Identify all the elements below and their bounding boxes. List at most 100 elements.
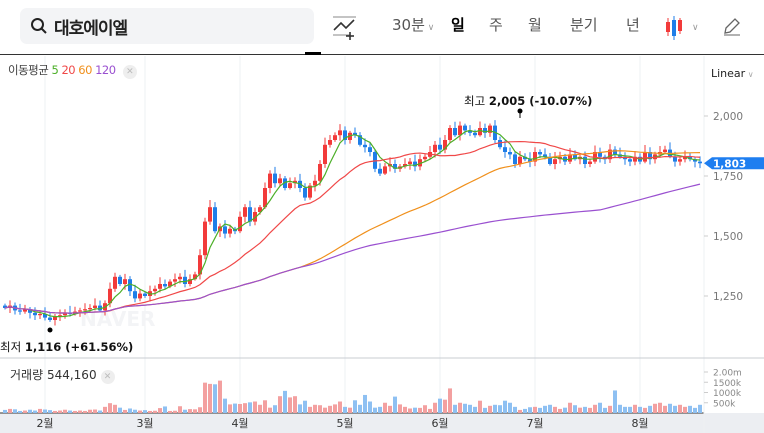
volume-bar [443, 399, 447, 413]
candle [663, 149, 667, 152]
candle [343, 130, 347, 140]
volume-bar [623, 406, 627, 413]
volume-bar [198, 407, 202, 413]
volume-bar [658, 402, 662, 413]
candle [693, 159, 697, 162]
low-value: 1,116 (+61.56%) [24, 340, 134, 354]
candle [568, 154, 572, 162]
volume-bar [73, 410, 77, 413]
candle [418, 159, 422, 167]
candle [43, 314, 47, 318]
candle [433, 144, 437, 152]
candle [573, 154, 577, 160]
volume-bar [258, 404, 262, 413]
volume-bar [18, 410, 22, 413]
candle [628, 159, 632, 162]
tab-day[interactable]: 일 [451, 16, 465, 34]
volume-bar [458, 402, 462, 413]
ma-5: 5 [51, 63, 59, 77]
low-prefix: 최저 [0, 340, 22, 354]
volume-bar [273, 405, 277, 413]
volume-bar [608, 405, 612, 413]
volume-bar [438, 398, 442, 413]
volume-bar [348, 407, 352, 413]
ma-line-20 [4, 140, 701, 314]
candle [83, 309, 87, 311]
active-tab-indicator [305, 52, 321, 55]
candle [448, 128, 452, 140]
add-indicator-icon[interactable] [332, 16, 358, 40]
volume-bar [373, 407, 377, 413]
tab-quarter[interactable]: 분기 [570, 16, 598, 34]
volume-bar [288, 397, 292, 413]
candle [123, 279, 127, 284]
candle [88, 308, 92, 310]
volume-bar [138, 410, 142, 413]
volume-bar [303, 400, 307, 413]
candle [193, 274, 197, 280]
candle [293, 180, 297, 184]
volume-bar [413, 407, 417, 413]
volume-bar [293, 396, 297, 413]
candle [28, 309, 32, 313]
candle [213, 207, 217, 232]
candlestick-icon[interactable]: ∨ [664, 14, 704, 40]
candle [3, 305, 7, 308]
volume-bar [228, 404, 232, 413]
search-icon [31, 18, 47, 34]
candle [533, 152, 537, 162]
candle [33, 312, 37, 316]
volume-bar [548, 404, 552, 413]
candle [608, 149, 612, 160]
divider [0, 54, 764, 55]
volume-bar [278, 396, 282, 413]
volume-bar [313, 404, 317, 413]
month-label: 8월 [631, 417, 648, 430]
volume-bar [33, 410, 37, 413]
candle [308, 185, 312, 198]
candle [613, 149, 617, 155]
pencil-icon[interactable] [722, 16, 742, 36]
close-icon[interactable]: ✕ [100, 370, 115, 384]
scale-dropdown[interactable]: Linear ∨ [711, 67, 754, 80]
volume-bar [593, 404, 597, 413]
candle [168, 281, 172, 287]
ma-legend: 이동평균 5 20 60 120 ✕ [8, 62, 137, 79]
volume-bar [533, 406, 537, 413]
candle [483, 128, 487, 133]
candle [503, 147, 507, 152]
volume-bar [398, 404, 402, 413]
candle [58, 315, 62, 317]
tab-month[interactable]: 월 [528, 16, 542, 34]
volume-bar [103, 406, 107, 413]
low-label: 최저 1,116 (+61.56%) [0, 339, 133, 355]
candle [48, 317, 52, 320]
tab-year[interactable]: 년 [626, 16, 640, 34]
volume-bar [523, 408, 527, 413]
candle [698, 161, 702, 164]
high-prefix: 최고 [464, 94, 486, 108]
stock-search[interactable]: 대호에이엘 [20, 8, 314, 44]
candle [268, 173, 272, 188]
volume-bar [508, 402, 512, 413]
volume-bar [328, 405, 332, 413]
candle [238, 216, 242, 232]
candle [468, 130, 472, 133]
month-label: 2월 [36, 417, 53, 430]
candle [163, 284, 167, 287]
volume-bar [453, 404, 457, 413]
candle [303, 188, 307, 198]
volume-bar [23, 410, 27, 413]
candle [358, 135, 362, 145]
interval-dropdown[interactable]: 30분 ∨ [392, 14, 434, 35]
tab-week[interactable]: 주 [489, 16, 503, 34]
candle [258, 207, 262, 212]
volume-bar [618, 404, 622, 413]
close-icon[interactable]: ✕ [122, 65, 137, 79]
candle [648, 152, 652, 160]
volume-bar [323, 407, 327, 413]
volume-value: 544,160 [46, 368, 97, 382]
candle [463, 125, 467, 131]
candle [528, 159, 532, 162]
